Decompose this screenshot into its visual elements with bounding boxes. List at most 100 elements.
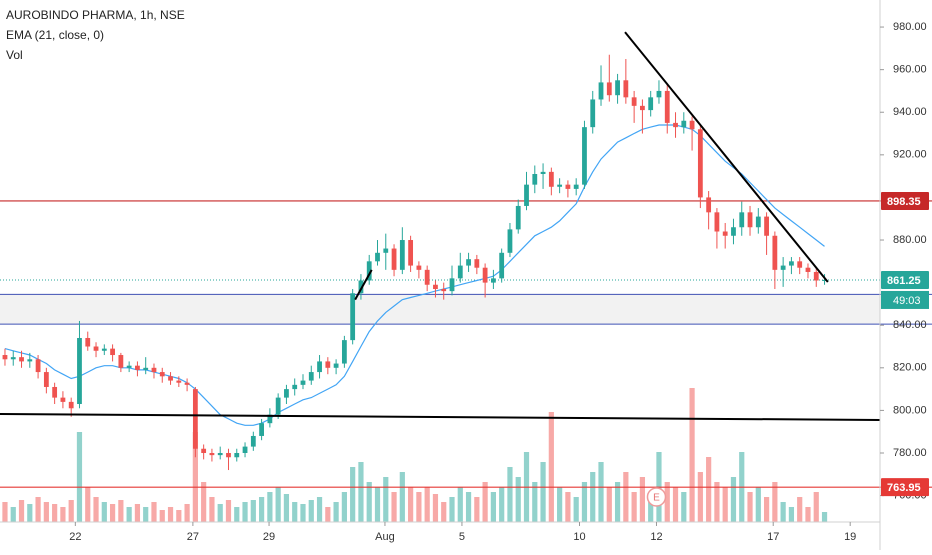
volume-bar [573, 497, 579, 522]
trendline [0, 413, 881, 421]
candle-body [60, 397, 66, 402]
volume-bar [325, 507, 331, 522]
volume-bar [631, 492, 637, 522]
plot: E [0, 31, 932, 522]
candle-body [722, 231, 728, 236]
candle-body [490, 278, 496, 283]
volume-bar [697, 472, 703, 522]
volume-bar [27, 504, 33, 522]
candle-body [358, 280, 364, 294]
volume-bar [234, 507, 240, 522]
volume-bar [441, 502, 447, 522]
countdown-label: 49:03 [893, 295, 921, 307]
volume-bar [730, 477, 737, 522]
volume-bar [10, 507, 16, 522]
candle-body [623, 80, 629, 98]
volume-bar [772, 482, 778, 522]
volume-bar [507, 467, 513, 522]
volume-bar [242, 502, 248, 522]
candle-body [350, 293, 356, 341]
candle-body [739, 212, 745, 228]
volume-bar [201, 482, 207, 522]
volume-bar [316, 497, 323, 522]
x-tick-label: 27 [187, 531, 199, 543]
volume-bar [813, 492, 819, 522]
chart-title: AUROBINDO PHARMA, 1h, NSE [6, 8, 185, 22]
candle-body [184, 382, 190, 385]
x-tick-label: 29 [263, 531, 275, 543]
candle-body [466, 259, 471, 266]
volume-bar [474, 497, 480, 522]
volume-bar [664, 482, 670, 522]
hline-label-box [881, 478, 929, 497]
volume-bar [416, 492, 422, 522]
y-tick-label: 980.00 [893, 21, 927, 33]
volume-bar [300, 504, 306, 522]
candle-body [101, 348, 107, 351]
candle-body [226, 452, 231, 458]
volume-bar [515, 477, 521, 522]
candle-body [250, 435, 256, 447]
volume-bar [333, 502, 339, 522]
y-tick-label: 960.00 [893, 64, 927, 76]
volume-bar [250, 500, 256, 522]
candle-body [772, 235, 778, 270]
volume-bar [532, 482, 538, 522]
candle-body [143, 367, 149, 370]
volume-bar [134, 504, 141, 522]
y-tick-label: 840.00 [893, 319, 927, 331]
candle-body [640, 105, 645, 111]
candle-body [267, 414, 273, 424]
x-tick-label: 19 [844, 531, 856, 543]
candle-body [168, 376, 173, 381]
x-tick-label: 10 [573, 531, 585, 543]
candle-body [598, 82, 604, 100]
candle-body [474, 259, 480, 268]
volume-bar [614, 482, 621, 522]
candle-body [681, 120, 687, 128]
candle-body [507, 229, 513, 253]
volume-bar [308, 500, 314, 522]
volume-bar [209, 497, 215, 522]
candle-body [209, 452, 215, 456]
candle-body [110, 348, 115, 356]
trendline [624, 31, 829, 283]
volume-bar [292, 502, 298, 522]
candle-body [126, 365, 132, 368]
volume-bar [424, 487, 430, 522]
candle-body [573, 184, 579, 189]
candle-body [375, 252, 380, 262]
candle-body [416, 265, 422, 270]
candle-body [548, 171, 554, 187]
volume-bar [101, 502, 107, 522]
volume-bar [18, 500, 25, 522]
x-tick-label: 12 [650, 531, 662, 543]
volume-bar [821, 512, 828, 522]
volume-bar [623, 472, 629, 522]
volume-bar [706, 457, 712, 522]
volume-bar [341, 492, 347, 522]
last-price-label: 861.25 [887, 275, 921, 287]
candle-body [673, 122, 678, 128]
volume-bar [184, 504, 190, 522]
candle-body [192, 389, 198, 449]
volume-bar [35, 497, 41, 522]
volume-bar [374, 487, 381, 522]
event-marker-label: E [653, 493, 660, 504]
volume-bar [805, 507, 811, 522]
candle-body [151, 367, 157, 373]
candle-body [284, 389, 289, 398]
candle-body [582, 127, 587, 185]
volume-bar [565, 492, 571, 522]
volume-bar [52, 504, 58, 522]
candle-body [557, 184, 563, 187]
volume-bar [85, 487, 91, 522]
volume-bar [176, 510, 182, 522]
candle-body [217, 452, 223, 456]
candle-body [52, 386, 58, 398]
volume-bar [68, 500, 74, 522]
x-tick-label: 5 [459, 531, 465, 543]
ema-line [4, 124, 825, 426]
volume-bar [648, 492, 654, 522]
